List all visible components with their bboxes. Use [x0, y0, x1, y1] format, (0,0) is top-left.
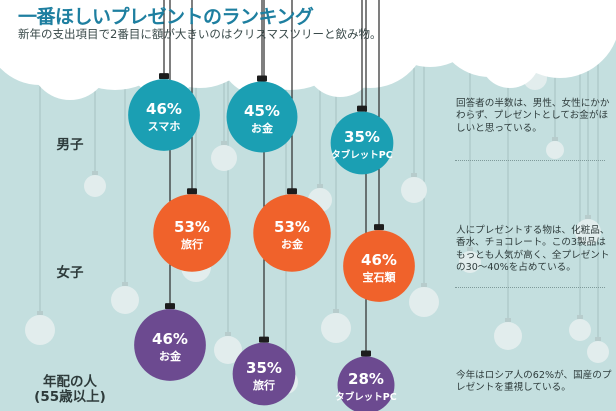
value-label: 46%: [146, 100, 182, 118]
decor-cap: [421, 283, 427, 287]
ornament-cap: [187, 188, 197, 195]
decor-ball: [321, 313, 351, 343]
ornament-bubble: 46%お金: [134, 303, 206, 381]
decor-cap: [333, 309, 339, 313]
decor-cap: [92, 171, 98, 175]
row-label-girls: 女子: [56, 265, 84, 281]
value-label: 45%: [244, 102, 280, 120]
value-label: 35%: [246, 359, 282, 377]
decor-ball: [575, 219, 601, 245]
chart-title: 一番ほしいプレゼントのランキング: [18, 6, 314, 28]
ornament-ball: [253, 194, 331, 272]
decor-cap: [225, 332, 231, 336]
ornament-cap: [374, 224, 384, 231]
ornament-ball: [343, 230, 415, 302]
note-gifts: 人にプレゼントする物は、化粧品、香水、チョコレート。この3製品はもっとも人気が高…: [456, 225, 610, 274]
cloud: [127, 20, 203, 96]
decor-cap: [552, 137, 558, 141]
decor-cap: [595, 337, 601, 341]
decor-ball: [401, 177, 427, 203]
category-label: お金: [251, 121, 274, 135]
decor-cap: [122, 282, 128, 286]
decor-ball: [111, 286, 139, 314]
category-label: タブレットPC: [331, 149, 392, 161]
ornament-bubble: 28% タブレットPC: [335, 350, 397, 411]
decor-cap: [411, 173, 417, 177]
note-money: 回答者の半数は、男性、女性にかかわらず、プレゼントとしてお金がほしいと思っている…: [456, 98, 610, 134]
value-label: 46%: [361, 251, 397, 269]
value-label: 53%: [174, 218, 210, 236]
ornament-bubble: 45%お金: [226, 75, 298, 153]
value-label: 53%: [274, 218, 310, 236]
ornament-cap: [357, 105, 367, 112]
ornament-bubble: 46%宝石類: [343, 224, 415, 302]
category-label: 旅行: [253, 378, 275, 392]
value-label: 35%: [344, 128, 380, 146]
ornament-cap: [361, 350, 371, 357]
category-label: お金: [281, 237, 304, 251]
decor-cap: [577, 315, 583, 319]
ornament-bubble: 53%お金: [253, 188, 331, 272]
ornament-cap: [159, 73, 169, 80]
ornament-cap: [287, 188, 297, 195]
note-divider: [455, 287, 605, 288]
value-label: 46%: [152, 330, 188, 348]
decor-cap: [317, 184, 323, 188]
decor-ball: [587, 341, 609, 363]
ornament-ball: [128, 79, 200, 151]
ornament-ball: [337, 356, 395, 411]
ornament-cap: [257, 75, 267, 82]
category-label: お金: [159, 349, 182, 363]
category-label: スマホ: [148, 120, 181, 133]
decor-ball: [546, 141, 564, 159]
decor-ball: [569, 319, 591, 341]
note-divider: [455, 160, 605, 161]
decor-cap: [505, 318, 511, 322]
ornament-bubble: 35% タブレットPC: [330, 105, 394, 175]
ornament-cap: [165, 303, 175, 310]
cloud: [305, 27, 375, 97]
decor-ball: [25, 315, 55, 345]
ornament-ball: [330, 111, 394, 175]
decor-cap: [37, 311, 43, 315]
ornament-ball: [153, 194, 231, 272]
ornament-bubble: 46% スマホ: [128, 73, 200, 151]
clouds: [0, 0, 616, 100]
ornament-cap: [259, 336, 269, 343]
decor-ball: [214, 336, 242, 364]
decor-cap: [585, 215, 591, 219]
decor-cap: [221, 141, 227, 145]
chart-subtitle: 新年の支出項目で2番目に額が大きいのはクリスマスツリーと飲み物。: [18, 27, 382, 41]
row-label-boys: 男子: [56, 137, 84, 153]
decor-cap: [467, 247, 473, 251]
cloud: [480, 28, 540, 88]
ornament-ball: [226, 81, 298, 153]
note-domestic: 今年はロシア人の62%が、国産のプレゼントを重視している。: [456, 370, 612, 394]
decor-ball: [84, 175, 106, 197]
category-label: タブレットPC: [335, 391, 396, 403]
ornament-ball: [232, 342, 296, 406]
cloud: [220, 15, 300, 95]
decor-ball: [211, 145, 237, 171]
decor-ball: [494, 322, 522, 350]
row-label-elderly: 年配の人 (55歳以上): [34, 374, 106, 405]
value-label: 28%: [348, 370, 384, 388]
decor-ball: [459, 251, 481, 273]
category-label: 旅行: [181, 237, 203, 251]
ornament-bubble: 35%旅行: [232, 336, 296, 406]
ornament-ball: [134, 309, 206, 381]
decor-ball: [409, 287, 439, 317]
ornament-bubble: 53%旅行: [153, 188, 231, 272]
category-label: 宝石類: [363, 270, 397, 284]
cloud: [30, 20, 110, 100]
